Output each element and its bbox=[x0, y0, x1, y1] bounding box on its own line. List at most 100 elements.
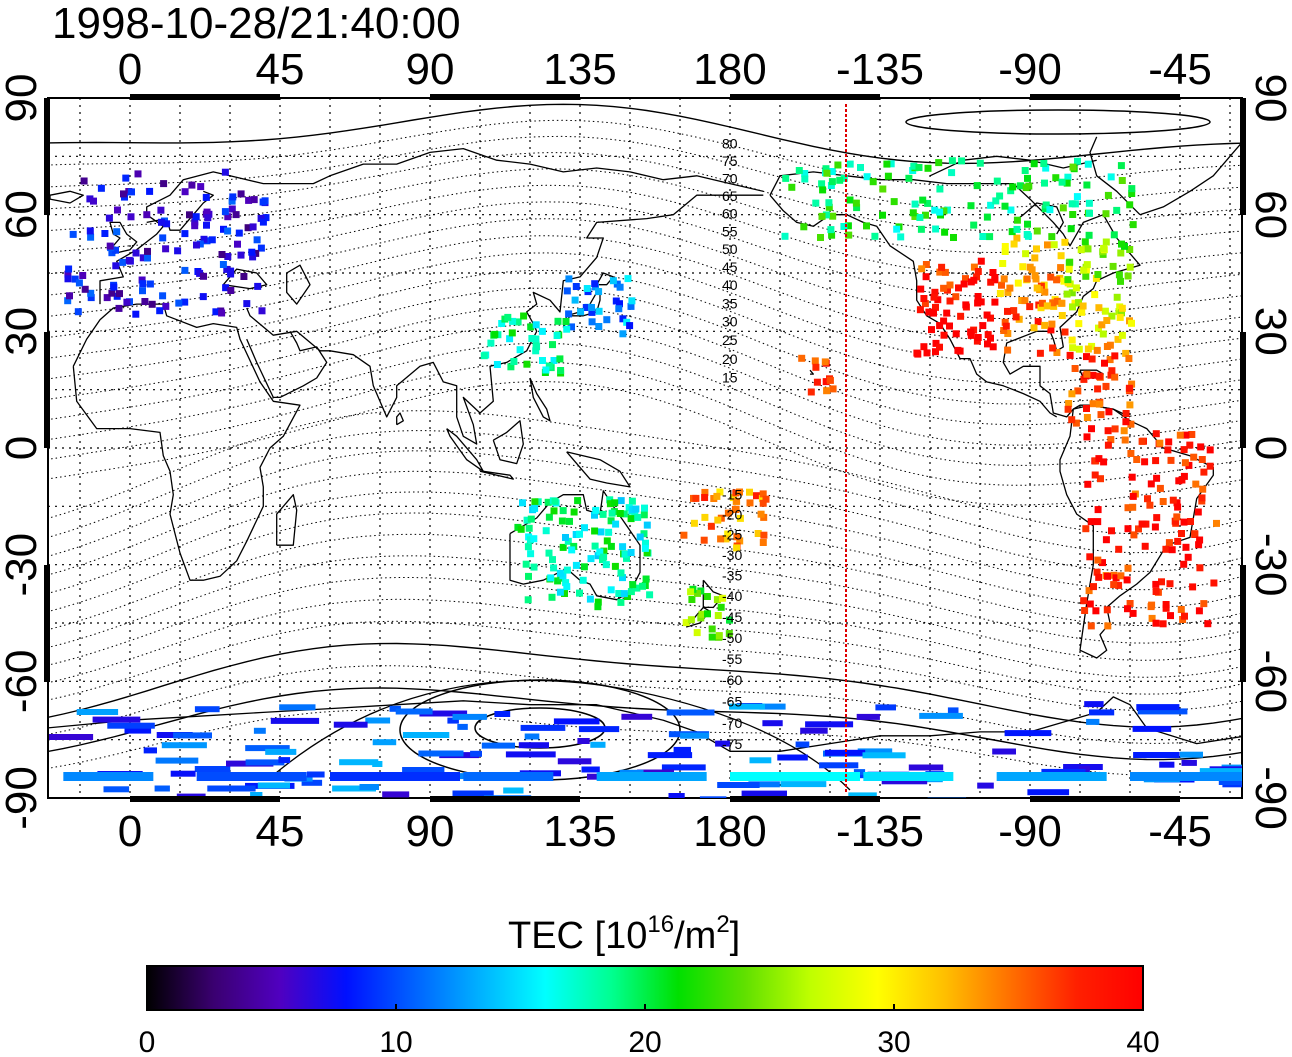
tec-cell bbox=[989, 269, 997, 276]
tec-cell bbox=[717, 535, 725, 543]
tec-cell bbox=[553, 332, 561, 339]
tec-cell bbox=[1118, 304, 1126, 312]
north-pole-oval bbox=[905, 109, 1211, 135]
tec-cell bbox=[1030, 324, 1038, 332]
tec-cell bbox=[259, 218, 267, 226]
tec-cell bbox=[222, 284, 230, 292]
tec-cell bbox=[563, 566, 571, 574]
tec-cell bbox=[112, 262, 120, 270]
tec-cell bbox=[181, 298, 189, 306]
tec-cell bbox=[680, 531, 688, 539]
tec-cell bbox=[557, 367, 565, 374]
tec-cell bbox=[1075, 299, 1082, 307]
tec-cell bbox=[595, 288, 603, 296]
tec-cell bbox=[687, 616, 695, 624]
contour-line bbox=[48, 287, 1242, 405]
tec-cell bbox=[510, 358, 518, 365]
tec-cell bbox=[1199, 485, 1207, 493]
colorbar-tick-label: 20 bbox=[628, 1026, 661, 1057]
tec-cell bbox=[1095, 573, 1103, 581]
tec-cell bbox=[365, 717, 391, 724]
top-lon-tick-label: 0 bbox=[118, 45, 142, 94]
tec-cell bbox=[124, 727, 152, 734]
contour-line bbox=[48, 687, 1242, 761]
tec-cell bbox=[1151, 523, 1159, 531]
frame-bar-top bbox=[1030, 94, 1180, 100]
tec-cell bbox=[1169, 496, 1177, 504]
tec-cell bbox=[1033, 245, 1040, 253]
contour-label: 35 bbox=[722, 295, 738, 311]
tec-cell bbox=[564, 537, 572, 545]
right-lat-tick-label: 0 bbox=[1246, 436, 1292, 460]
tec-cell bbox=[1081, 238, 1089, 246]
tec-cell bbox=[871, 232, 879, 240]
tec-cell bbox=[958, 157, 966, 165]
coastline bbox=[276, 494, 298, 546]
tec-cell bbox=[817, 234, 824, 241]
tec-cell bbox=[402, 767, 445, 773]
tec-cell bbox=[1180, 446, 1188, 454]
coastline bbox=[1139, 141, 1242, 216]
tec-cell bbox=[1107, 436, 1115, 444]
tec-cell bbox=[924, 164, 932, 172]
tec-cell bbox=[930, 309, 937, 317]
tec-cell bbox=[1004, 330, 1012, 337]
contour-label: 15 bbox=[722, 370, 738, 386]
tec-cell bbox=[922, 273, 930, 281]
tec-cell bbox=[1181, 759, 1197, 766]
tec-cell bbox=[1171, 517, 1179, 525]
tec-cell bbox=[920, 343, 928, 351]
tec-cell bbox=[852, 199, 860, 207]
tec-cell bbox=[533, 343, 541, 351]
tec-cell bbox=[920, 295, 928, 302]
tec-cell bbox=[1014, 279, 1022, 287]
tec-cell bbox=[948, 169, 956, 177]
tec-cell bbox=[562, 534, 569, 541]
tec-cell bbox=[641, 504, 648, 512]
tec-cell bbox=[181, 230, 189, 238]
tec-cell bbox=[703, 593, 711, 600]
tec-cell bbox=[1083, 405, 1090, 412]
tec-cell bbox=[1080, 266, 1088, 274]
tec-cell bbox=[530, 563, 538, 571]
tec-cell bbox=[159, 292, 167, 300]
coastline bbox=[222, 268, 268, 290]
tec-cell bbox=[626, 322, 634, 330]
coastlines bbox=[48, 136, 1242, 752]
tec-cell bbox=[1166, 580, 1174, 588]
tec-cell bbox=[1050, 302, 1058, 310]
tec-cell bbox=[1120, 427, 1128, 435]
tec-cell bbox=[996, 290, 1004, 297]
tec-cell bbox=[636, 533, 644, 541]
tec-cell bbox=[1094, 385, 1102, 393]
tec-cell bbox=[160, 180, 168, 188]
tec-cell bbox=[944, 286, 951, 294]
tec-cell bbox=[599, 510, 607, 518]
tec-cell bbox=[245, 759, 285, 766]
tec-cell bbox=[506, 335, 514, 343]
contour-label: -20 bbox=[722, 506, 742, 522]
tec-cell bbox=[979, 233, 987, 240]
tec-cell bbox=[986, 233, 994, 241]
tec-cell bbox=[1218, 779, 1242, 785]
tec-cell bbox=[1085, 199, 1093, 207]
tec-cell bbox=[967, 202, 975, 210]
tec-cell bbox=[122, 174, 130, 182]
tec-cell bbox=[542, 527, 550, 535]
tec-cell bbox=[1104, 191, 1112, 199]
tec-cell bbox=[934, 296, 942, 304]
colorbar-tick-label: 40 bbox=[1126, 1026, 1159, 1057]
tec-cell bbox=[962, 275, 969, 283]
tec-cell bbox=[49, 734, 94, 740]
tec-cell bbox=[1077, 246, 1085, 254]
tec-cell bbox=[1142, 520, 1150, 528]
tec-cell bbox=[452, 713, 487, 720]
tec-cell bbox=[265, 748, 297, 755]
tec-cell bbox=[1065, 400, 1073, 407]
tec-cell bbox=[148, 300, 156, 308]
tec-cell bbox=[1060, 277, 1068, 285]
tec-cell bbox=[249, 253, 257, 261]
tec-cell bbox=[1179, 751, 1203, 758]
tec-cell bbox=[237, 251, 245, 259]
